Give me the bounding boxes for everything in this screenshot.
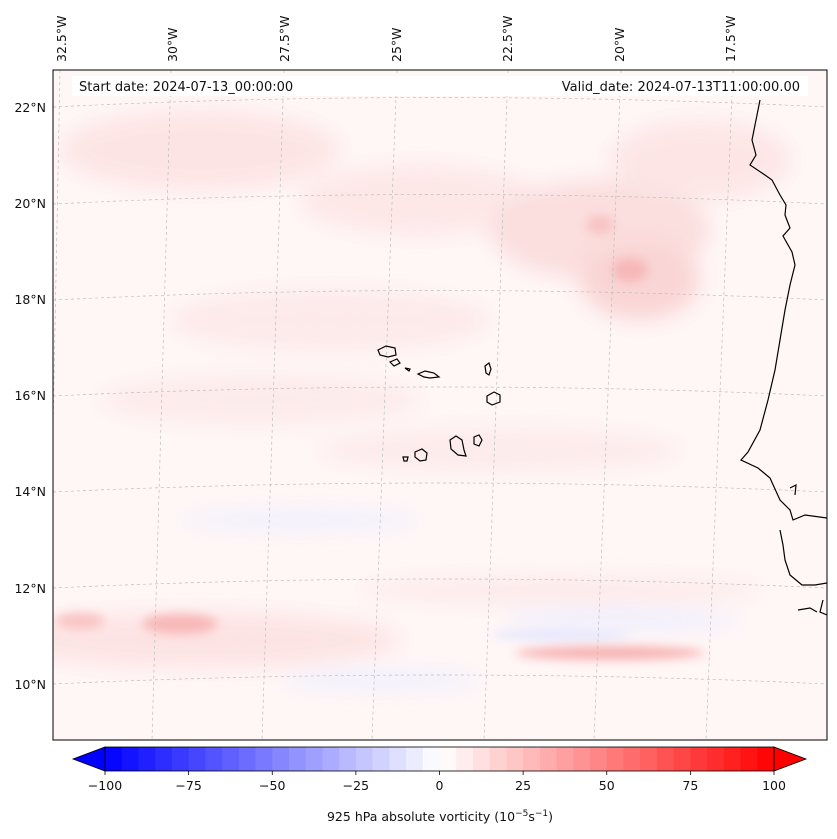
colorbar-segment — [707, 747, 725, 771]
gridlines — [53, 70, 827, 740]
start-date: Start date: 2024-07-13_00:00:00 — [79, 80, 293, 95]
lat-label: 20°N — [14, 196, 46, 211]
island-sao-vicente — [388, 358, 401, 367]
colorbar-segment — [389, 747, 407, 771]
colorbar-segment — [640, 747, 658, 771]
colorbar-segment — [623, 747, 641, 771]
colorbar-tick-label: 75 — [682, 778, 698, 793]
lon-labels: 32.5°W 30°W 27.5°W 25°W 22.5°W 20°W 17.5… — [54, 16, 738, 62]
lon-label: 22.5°W — [500, 16, 515, 62]
colorbar-tick-label: −100 — [88, 778, 122, 793]
date-banner — [72, 76, 808, 96]
island-sal — [484, 362, 492, 376]
colorbar-segment — [222, 747, 240, 771]
island-maio — [473, 434, 483, 447]
colorbar-segment — [556, 747, 574, 771]
colorbar-segment — [506, 747, 524, 771]
colorbar-segment — [740, 747, 758, 771]
island-sao-nicolau — [416, 370, 441, 379]
colorbar-segment — [489, 747, 508, 771]
colorbar-segment — [171, 747, 190, 771]
colorbar-segment — [305, 747, 324, 771]
colorbar-segment — [406, 747, 424, 771]
colorbar-segment — [339, 747, 357, 771]
colorbar: −100 −75 −50 −25 0 25 50 75 100 925 hPa absolute… — [71, 746, 808, 824]
lon-label: 17.5°W — [723, 16, 738, 62]
island-fogo — [414, 448, 428, 462]
lat-label: 10°N — [14, 677, 46, 692]
colorbar-segment — [422, 747, 441, 771]
colorbar-tick-label: −75 — [175, 778, 201, 793]
island-santa-luzia — [404, 367, 411, 372]
island-brava — [402, 456, 409, 462]
colorbar-segment — [723, 747, 742, 771]
colorbar-segment — [138, 747, 156, 771]
colorbar-segment — [238, 747, 257, 771]
lon-label: 27.5°W — [277, 16, 292, 62]
colorbar-tick-label: 25 — [515, 778, 531, 793]
colorbar-segment — [590, 747, 608, 771]
colorbar-segment — [105, 747, 123, 771]
lat-label: 18°N — [14, 292, 46, 307]
colorbar-segment — [456, 747, 474, 771]
colorbar-segment — [523, 747, 541, 771]
colorbar-segment — [472, 747, 491, 771]
lon-label: 25°W — [389, 27, 404, 62]
lat-labels: 22°N 20°N 18°N 16°N 14°N 12°N 10°N — [14, 100, 46, 692]
colorbar-segment — [188, 747, 206, 771]
island-boa-vista — [486, 391, 501, 406]
valid-date: Valid_date: 2024-07-13T11:00:00.00 — [562, 80, 800, 95]
map-frame — [52, 69, 828, 741]
coastline — [377, 99, 827, 616]
colorbar-segment — [255, 747, 273, 771]
island-santiago — [449, 435, 467, 457]
colorbar-segment — [539, 747, 558, 771]
lon-label: 32.5°W — [54, 16, 69, 62]
colorbar-tick-label: 0 — [436, 778, 444, 793]
lat-label: 16°N — [14, 388, 46, 403]
west-africa-coast — [740, 99, 827, 616]
colorbar-tick-label: 100 — [762, 778, 786, 793]
colorbar-segment — [656, 747, 675, 771]
colorbar-segment — [121, 747, 140, 771]
colorbar-segment — [322, 747, 340, 771]
colorbar-segment — [606, 747, 625, 771]
lat-label: 14°N — [14, 484, 46, 499]
colorbar-label: 925 hPa absolute vorticity (10−5s−1) — [327, 809, 553, 824]
colorbar-segment — [372, 747, 390, 771]
colorbar-segment — [757, 747, 775, 771]
colorbar-segment — [205, 747, 223, 771]
colorbar-segment — [272, 747, 290, 771]
island-santo-antao — [377, 345, 397, 358]
colorbar-tick-label: −50 — [259, 778, 285, 793]
colorbar-extend-min — [71, 746, 106, 772]
vorticity-field — [53, 70, 827, 740]
lon-label: 30°W — [165, 27, 180, 62]
lat-label: 12°N — [14, 581, 46, 596]
colorbar-segment — [155, 747, 173, 771]
colorbar-segment — [288, 747, 307, 771]
colorbar-tick-label: 50 — [599, 778, 615, 793]
colorbar-extend-max — [773, 746, 808, 772]
colorbar-segment — [690, 747, 708, 771]
colorbar-segment — [673, 747, 691, 771]
colorbar-segment — [573, 747, 591, 771]
colorbar-tick-label: −25 — [343, 778, 369, 793]
lat-label: 22°N — [14, 100, 46, 115]
lon-label: 20°W — [612, 27, 627, 62]
colorbar-segment — [439, 747, 457, 771]
colorbar-segment — [355, 747, 374, 771]
